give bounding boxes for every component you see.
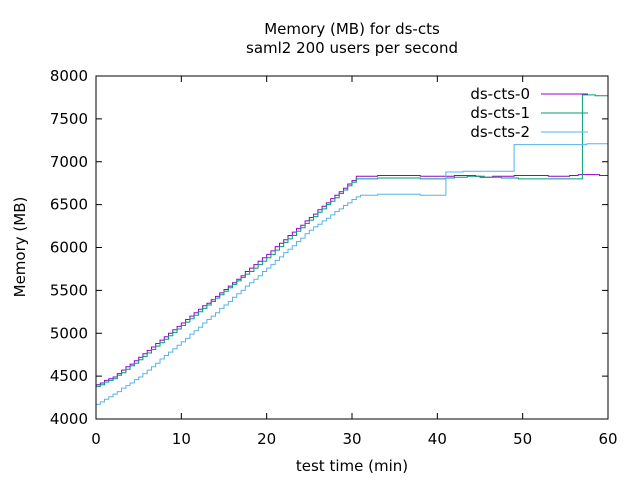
y-tick-label: 5500: [50, 281, 88, 299]
y-tick-label: 7500: [50, 110, 88, 128]
legend-label: ds-cts-1: [470, 104, 530, 122]
y-tick-label: 6000: [50, 239, 88, 257]
y-tick-label: 8000: [50, 67, 88, 85]
y-tick-label: 6500: [50, 196, 88, 214]
x-tick-label: 40: [428, 430, 447, 448]
x-tick-label: 60: [598, 430, 617, 448]
plot-frame: [95, 75, 609, 420]
x-tick-label: 20: [257, 430, 276, 448]
x-tick-label: 30: [342, 430, 361, 448]
series-line-ds-cts-2: [96, 143, 608, 405]
y-tick-label: 7000: [50, 153, 88, 171]
axis-layer: 0 10 20 30 40 50 60 4000 4500 5000 5500 6000 6500 700…: [50, 67, 618, 448]
legend: ds-cts-0ds-cts-1ds-cts-2: [470, 85, 588, 141]
x-tick-label: 50: [513, 430, 532, 448]
y-axis-title: Memory (MB): [11, 197, 29, 298]
y-tick-label: 4000: [50, 410, 88, 428]
legend-label: ds-cts-0: [470, 85, 530, 103]
legend-label: ds-cts-2: [470, 123, 530, 141]
x-axis-title: test time (min): [296, 457, 408, 475]
chart-title: Memory (MB) for ds-cts: [264, 20, 440, 38]
series-layer: [96, 94, 608, 405]
x-tick-label: 0: [91, 430, 101, 448]
chart-subtitle: saml2 200 users per second: [246, 39, 458, 57]
x-tick-label: 10: [172, 430, 191, 448]
series-line-ds-cts-0: [96, 174, 608, 386]
y-tick-label: 5000: [50, 324, 88, 342]
series-line-ds-cts-1: [96, 94, 608, 387]
y-tick-label: 4500: [50, 367, 88, 385]
